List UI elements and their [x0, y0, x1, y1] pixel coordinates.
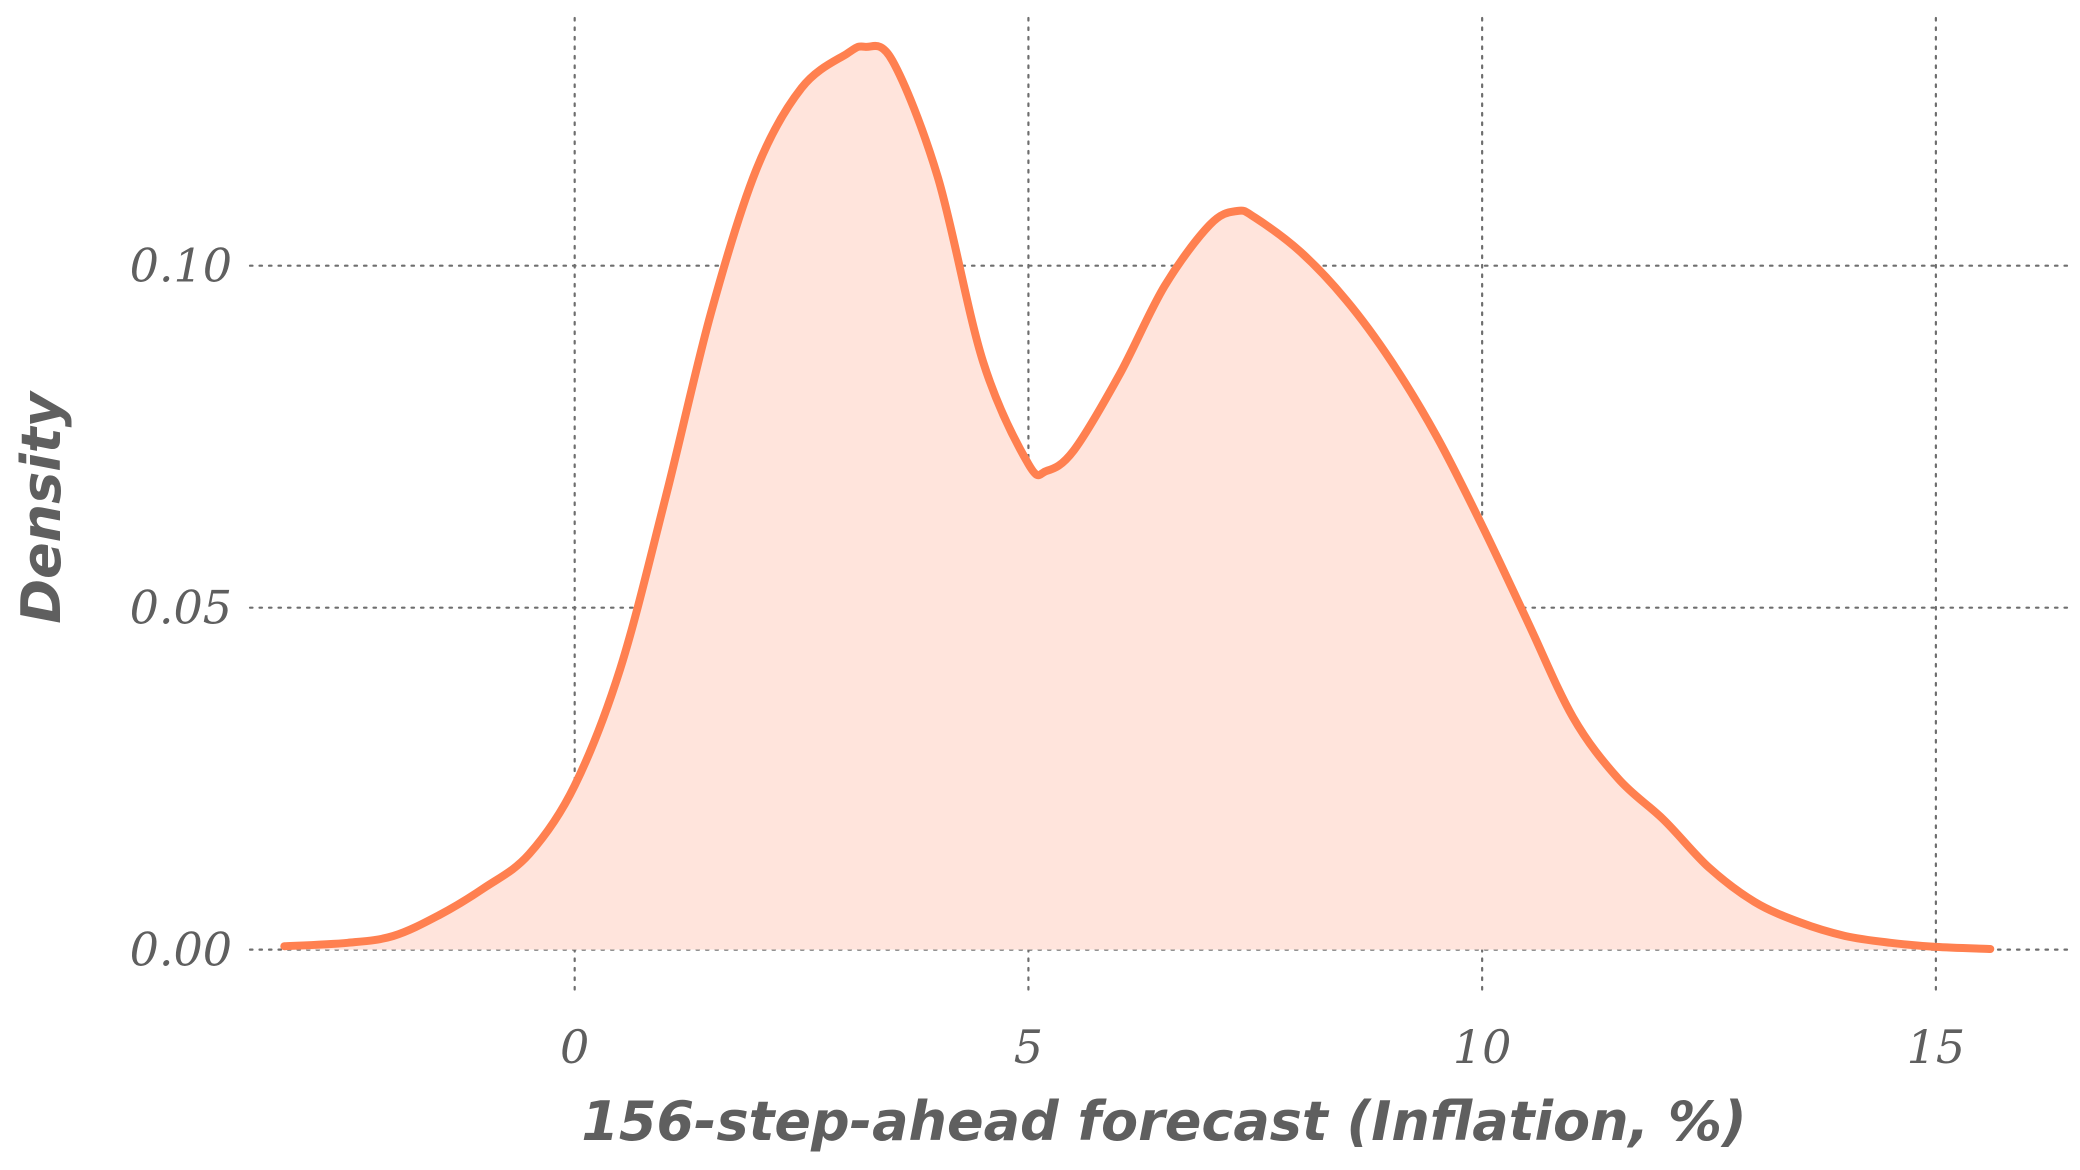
y-tick-label: 0.00 — [130, 923, 232, 977]
y-axis-title: Density — [10, 389, 73, 623]
y-tick-label: 0.05 — [130, 581, 232, 635]
x-tick-label: 15 — [1907, 1020, 1966, 1074]
x-axis-title: 156-step-ahead forecast (Inflation, %) — [581, 1090, 1746, 1153]
density-area-fill — [284, 45, 1991, 950]
x-tick-label: 5 — [1014, 1020, 1043, 1074]
y-tick-label: 0.10 — [130, 239, 232, 293]
x-tick-label: 0 — [560, 1020, 589, 1074]
tick-labels: 0 5 10 15 0.00 0.05 0.10 — [130, 239, 1966, 1074]
density-area-group — [280, 41, 1995, 953]
density-curve — [280, 41, 1995, 953]
x-tick-label: 10 — [1453, 1020, 1512, 1074]
